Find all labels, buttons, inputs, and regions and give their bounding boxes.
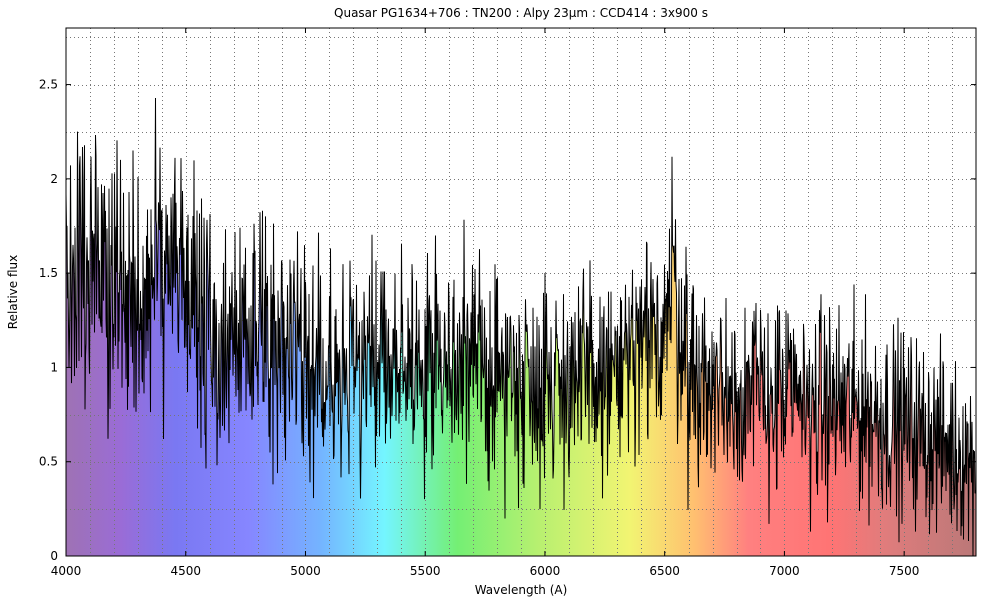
x-tick-label: 6500	[649, 564, 680, 578]
chart-title: Quasar PG1634+706 : TN200 : Alpy 23µm : …	[334, 6, 708, 20]
spectrum-line	[66, 97, 976, 556]
y-tick-label: 1.5	[39, 266, 58, 280]
x-tick-label: 5000	[290, 564, 321, 578]
x-tick-label: 7000	[769, 564, 800, 578]
x-tick-label: 5500	[410, 564, 441, 578]
y-tick-label: 0.5	[39, 455, 58, 469]
x-tick-label: 4000	[51, 564, 82, 578]
x-tick-label: 6000	[530, 564, 561, 578]
x-axis-label: Wavelength (A)	[474, 583, 568, 597]
y-tick-label: 2.5	[39, 78, 58, 92]
y-tick-label: 1	[50, 360, 58, 374]
y-tick-label: 2	[50, 172, 58, 186]
x-tick-label: 4500	[170, 564, 201, 578]
axis-ticks: 4000 4500 5000 5500 6000 6500 7000 7500 0 0.5 1 1.5…	[39, 28, 976, 578]
spectrum-fill	[66, 98, 976, 556]
plot-frame	[65, 27, 977, 557]
y-tick-label: 0	[50, 549, 58, 563]
x-tick-label: 7500	[889, 564, 920, 578]
